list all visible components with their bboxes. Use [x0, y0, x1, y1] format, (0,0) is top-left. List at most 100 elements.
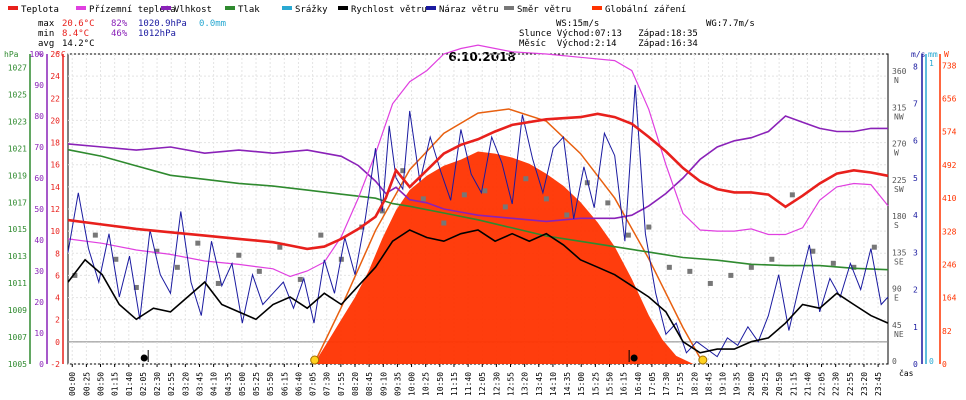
pressure-axis-unit: hPa [4, 50, 19, 59]
temperature-tick-label: 6 [55, 271, 60, 280]
time-tick-label: 15:50 [605, 372, 614, 396]
time-tick-label: 10:50 [436, 372, 445, 396]
temperature-axis-unit: °C [56, 50, 66, 59]
wind-direction-point [338, 256, 344, 262]
plot-area [67, 44, 889, 365]
direction-tick-name: E [894, 294, 899, 303]
radiation-area [314, 151, 694, 364]
time-tick-label: 18:20 [690, 372, 699, 396]
wind-gust-line [67, 84, 889, 358]
temperature-tick-label: 14 [50, 183, 60, 192]
wind-direction-point [523, 176, 529, 182]
direction-tick-label: 270 [892, 140, 907, 149]
wind-tick-label: 8 [913, 62, 918, 71]
wind-direction-point [810, 248, 816, 254]
humidity-tick-label: 80 [34, 112, 44, 121]
stats-min-pressure: 1012hPa [138, 29, 176, 39]
stats-min-humidity: 46% [111, 29, 128, 39]
direction-tick-label: 135 [892, 248, 907, 257]
time-tick-label: 23:20 [860, 372, 869, 396]
pressure-line [67, 148, 889, 271]
wind-direction-point [256, 268, 262, 274]
pressure-tick-label: 1015 [8, 225, 27, 234]
pressure-tick-label: 1013 [8, 252, 27, 261]
wind-direction-point [215, 280, 221, 286]
time-tick-label: 03:20 [181, 372, 190, 396]
wind-direction-point [400, 168, 406, 174]
direction-tick-name: NE [894, 330, 904, 339]
radiation-tick-label: 246 [942, 260, 957, 269]
temperature-tick-label: -2 [50, 360, 60, 369]
time-tick-label: 13:45 [535, 372, 544, 396]
time-tick-label: 22:05 [818, 372, 827, 396]
time-tick-label: 08:45 [365, 372, 374, 396]
time-tick-label: 03:45 [195, 372, 204, 396]
time-tick-label: 07:30 [323, 372, 332, 396]
wind-direction-point [502, 204, 508, 210]
time-tick-label: 05:00 [238, 372, 247, 396]
time-tick-label: 21:15 [789, 372, 798, 396]
time-tick-label: 00:25 [82, 372, 91, 396]
wind-direction-point [154, 248, 160, 254]
time-tick-label: 05:50 [266, 372, 275, 396]
wind-direction-point [133, 284, 139, 290]
direction-tick-label: 360 [892, 67, 907, 76]
temperature-tick-label: 22 [50, 94, 60, 103]
pressure-tick-label: 1011 [8, 279, 27, 288]
pressure-tick-label: 1007 [8, 333, 27, 342]
direction-tick-label: 225 [892, 176, 907, 185]
wind-direction-point [584, 180, 590, 186]
time-tick-label: 04:35 [224, 372, 233, 396]
wind-direction-point [769, 256, 775, 262]
radiation-tick-label: 328 [942, 227, 957, 236]
time-tick-label: 19:10 [719, 372, 728, 396]
temperature-tick-label: 16 [50, 161, 60, 170]
legend-label: Náraz větru [439, 5, 499, 15]
stats-min-temperature: 8.4°C [62, 29, 89, 39]
time-axis-label: čas [899, 368, 914, 378]
wind-direction-point [441, 220, 447, 226]
time-tick-label: 22:30 [832, 372, 841, 396]
wind-tick-label: 4 [913, 211, 918, 220]
wind-axis-unit: m/s [911, 50, 926, 59]
temperature-tick-label: 26 [50, 50, 60, 59]
time-tick-label: 07:55 [337, 372, 346, 396]
time-tick-label: 08:20 [351, 372, 360, 396]
time-tick-label: 17:05 [648, 372, 657, 396]
wind-direction-point [605, 200, 611, 206]
wind-tick-label: 0 [913, 360, 918, 369]
stats-avg-temperature: 14.2°C [62, 39, 95, 49]
legend-swatch [76, 6, 86, 10]
legend-swatch [338, 6, 348, 10]
wind-direction-point [728, 272, 734, 278]
legend-swatch [592, 6, 602, 10]
wind-direction-point [195, 240, 201, 246]
legend-label: Směr větru [517, 5, 571, 15]
time-tick-label: 02:55 [167, 372, 176, 396]
radiation-tick-label: 410 [942, 194, 957, 203]
wind-direction-point [236, 252, 242, 258]
stats-max-humidity: 82% [111, 19, 128, 29]
time-tick-label: 11:40 [464, 372, 473, 396]
left-axes: 1005100710091011101310151017101910211023… [8, 50, 64, 369]
radiation-tick-label: 0 [942, 360, 947, 369]
chart-title: 6.10.2018 [448, 50, 516, 64]
wind-direction-point [543, 196, 549, 202]
wind-direction-point [564, 212, 570, 218]
radiation-tick-label: 82 [942, 327, 952, 336]
direction-tick-label: 315 [892, 103, 907, 112]
humidity-tick-label: 30 [34, 267, 44, 276]
temperature-tick-label: 24 [50, 72, 60, 81]
wind-direction-point [482, 188, 488, 194]
radiation-axis-unit: W [944, 50, 949, 59]
time-tick-label: 18:45 [704, 372, 713, 396]
wind-direction-point [748, 264, 754, 270]
stats-max-rain: 0.0mm [199, 19, 226, 29]
temperature-tick-label: 20 [50, 116, 60, 125]
sunset-marker [698, 355, 708, 365]
wind-direction-point [851, 264, 857, 270]
humidity-tick-label: 90 [34, 81, 44, 90]
time-tick-label: 00:00 [68, 372, 77, 396]
pressure-tick-label: 1005 [8, 360, 27, 369]
